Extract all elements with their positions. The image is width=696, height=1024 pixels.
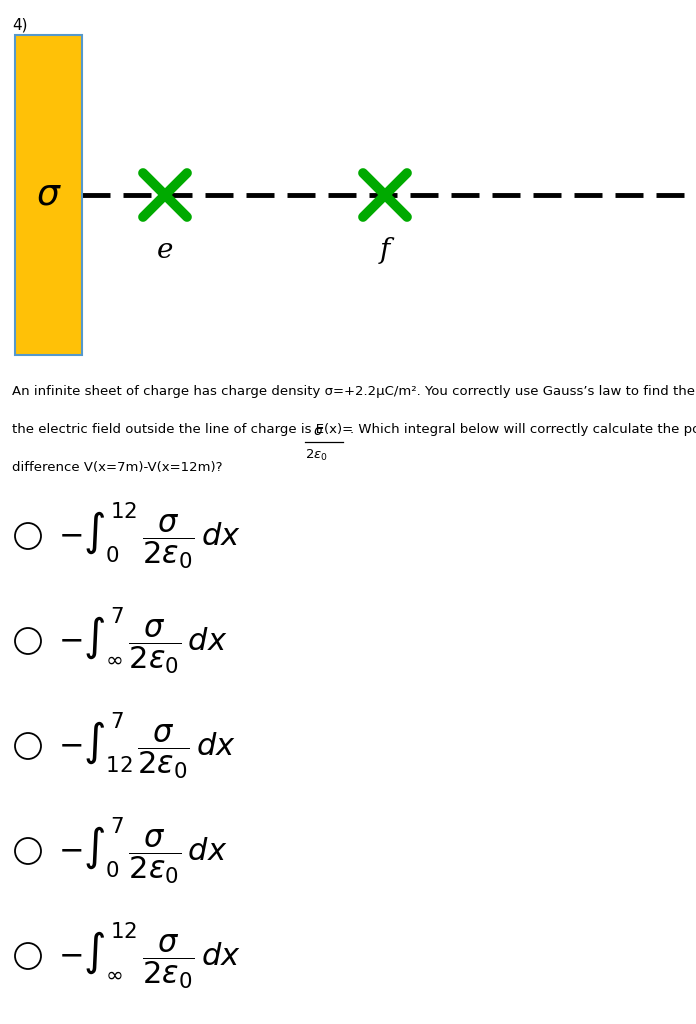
Text: $-\int_{\infty}^{7}\,\dfrac{\sigma}{2\varepsilon_0}\,dx$: $-\int_{\infty}^{7}\,\dfrac{\sigma}{2\va…: [58, 605, 228, 677]
Text: difference V(x=7m)-V(x=12m)?: difference V(x=7m)-V(x=12m)?: [12, 461, 223, 474]
Text: An infinite sheet of charge has charge density σ=+2.2μC/m². You correctly use Ga: An infinite sheet of charge has charge d…: [12, 385, 696, 398]
Text: . Which integral below will correctly calculate the potential: . Which integral below will correctly ca…: [350, 423, 696, 436]
Text: $-\int_{12}^{7}\,\dfrac{\sigma}{2\varepsilon_0}\,dx$: $-\int_{12}^{7}\,\dfrac{\sigma}{2\vareps…: [58, 711, 236, 781]
Text: $\sigma$: $\sigma$: [35, 178, 61, 212]
Text: $-\int_{\infty}^{12}\,\dfrac{\sigma}{2\varepsilon_0}\,dx$: $-\int_{\infty}^{12}\,\dfrac{\sigma}{2\v…: [58, 921, 241, 991]
Bar: [15, 35, 82, 355]
Text: $2\varepsilon_0$: $2\varepsilon_0$: [305, 447, 328, 463]
Text: $-\int_{0}^{7}\,\dfrac{\sigma}{2\varepsilon_0}\,dx$: $-\int_{0}^{7}\,\dfrac{\sigma}{2\varepsi…: [58, 815, 228, 887]
Text: $\sigma$: $\sigma$: [313, 424, 324, 438]
Text: f: f: [380, 237, 390, 264]
Text: e: e: [157, 237, 173, 264]
Text: 4): 4): [12, 18, 28, 33]
Text: $-\int_{0}^{12}\,\dfrac{\sigma}{2\varepsilon_0}\,dx$: $-\int_{0}^{12}\,\dfrac{\sigma}{2\vareps…: [58, 501, 241, 571]
Text: the electric field outside the line of charge is E(x)=: the electric field outside the line of c…: [12, 423, 353, 436]
